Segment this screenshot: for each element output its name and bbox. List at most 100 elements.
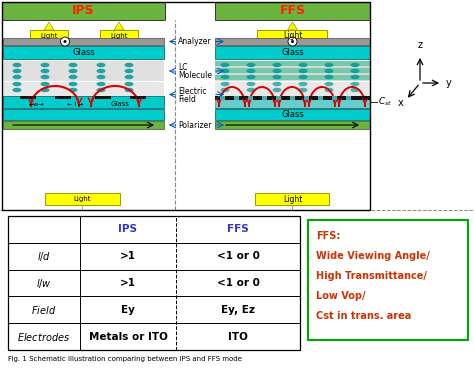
Ellipse shape — [12, 63, 21, 67]
Text: Glass: Glass — [281, 110, 304, 119]
Ellipse shape — [12, 88, 21, 92]
Text: $l/d$: $l/d$ — [37, 250, 51, 263]
Ellipse shape — [97, 82, 106, 86]
Ellipse shape — [97, 63, 106, 67]
Ellipse shape — [125, 82, 134, 86]
Bar — [276, 96, 281, 100]
Text: $Electrodes$: $Electrodes$ — [18, 330, 71, 343]
Text: Glass: Glass — [110, 101, 129, 107]
Text: y: y — [446, 78, 452, 88]
Bar — [215, 109, 370, 120]
Bar — [30, 30, 68, 42]
Ellipse shape — [273, 82, 282, 86]
Text: Glass: Glass — [72, 48, 95, 57]
Bar — [304, 96, 309, 100]
Text: Analyzer: Analyzer — [178, 37, 211, 46]
Text: <1 or 0: <1 or 0 — [217, 278, 259, 288]
Text: Cst in trans. area: Cst in trans. area — [316, 311, 411, 321]
Bar — [262, 96, 267, 100]
Bar — [20, 96, 36, 99]
Bar — [215, 121, 370, 129]
Bar — [130, 96, 146, 99]
Ellipse shape — [12, 69, 21, 73]
Text: Fig. 1 Schematic illustration comparing between IPS and FFS mode: Fig. 1 Schematic illustration comparing … — [8, 356, 242, 362]
Text: ← l →: ← l → — [67, 102, 83, 106]
Bar — [8, 216, 300, 350]
Text: Wide Viewing Angle/: Wide Viewing Angle/ — [316, 251, 430, 261]
Ellipse shape — [325, 69, 334, 73]
Bar — [215, 38, 370, 45]
Text: ←w→: ←w→ — [29, 102, 45, 106]
Ellipse shape — [40, 69, 49, 73]
Ellipse shape — [350, 63, 359, 67]
Text: Light: Light — [283, 195, 302, 204]
Bar — [3, 61, 164, 81]
Ellipse shape — [273, 63, 282, 67]
Text: $l/w$: $l/w$ — [36, 276, 52, 290]
Text: $C_{st}$: $C_{st}$ — [378, 96, 392, 108]
Ellipse shape — [69, 88, 78, 92]
Ellipse shape — [69, 63, 78, 67]
Bar — [215, 46, 370, 59]
Text: ITO: ITO — [228, 332, 248, 342]
Ellipse shape — [125, 75, 134, 79]
Ellipse shape — [40, 63, 49, 67]
Bar — [2, 2, 370, 210]
Bar — [3, 121, 164, 129]
Bar — [234, 96, 239, 100]
Ellipse shape — [246, 82, 255, 86]
Text: Molecule: Molecule — [178, 71, 212, 81]
Ellipse shape — [220, 69, 229, 73]
Bar — [255, 193, 329, 205]
Ellipse shape — [246, 63, 255, 67]
Ellipse shape — [40, 88, 49, 92]
Text: Metals or ITO: Metals or ITO — [89, 332, 167, 342]
Ellipse shape — [246, 69, 255, 73]
Ellipse shape — [97, 69, 106, 73]
Ellipse shape — [12, 75, 21, 79]
Bar — [100, 30, 138, 42]
Text: Light: Light — [40, 33, 58, 39]
Text: FFS: FFS — [280, 4, 306, 18]
Text: Light: Light — [283, 32, 302, 40]
Ellipse shape — [325, 63, 334, 67]
Ellipse shape — [220, 63, 229, 67]
Polygon shape — [44, 22, 54, 30]
Text: Light: Light — [110, 33, 128, 39]
Bar — [332, 96, 337, 100]
Bar — [215, 82, 370, 107]
Ellipse shape — [299, 63, 308, 67]
Bar — [215, 68, 370, 73]
Bar — [3, 109, 164, 120]
Bar — [346, 96, 351, 100]
Ellipse shape — [246, 88, 255, 92]
Ellipse shape — [12, 82, 21, 86]
Bar — [215, 61, 370, 66]
Bar — [3, 82, 164, 107]
Ellipse shape — [69, 69, 78, 73]
Ellipse shape — [125, 69, 134, 73]
Ellipse shape — [40, 82, 49, 86]
Polygon shape — [114, 22, 124, 30]
Text: Glass: Glass — [281, 48, 304, 57]
Circle shape — [292, 40, 294, 43]
Circle shape — [64, 40, 66, 43]
Bar — [2, 2, 165, 20]
Circle shape — [61, 37, 70, 46]
Ellipse shape — [69, 82, 78, 86]
Bar — [220, 96, 225, 100]
Ellipse shape — [325, 82, 334, 86]
Bar — [257, 30, 328, 42]
Ellipse shape — [220, 82, 229, 86]
Bar — [290, 96, 295, 100]
Text: >1: >1 — [120, 251, 136, 261]
Bar — [215, 75, 370, 80]
Ellipse shape — [299, 88, 308, 92]
Bar — [55, 96, 71, 99]
Ellipse shape — [325, 88, 334, 92]
Bar — [215, 2, 370, 20]
Ellipse shape — [299, 75, 308, 79]
Text: Electric: Electric — [178, 87, 207, 96]
Text: LC: LC — [178, 64, 188, 72]
Polygon shape — [288, 22, 298, 30]
